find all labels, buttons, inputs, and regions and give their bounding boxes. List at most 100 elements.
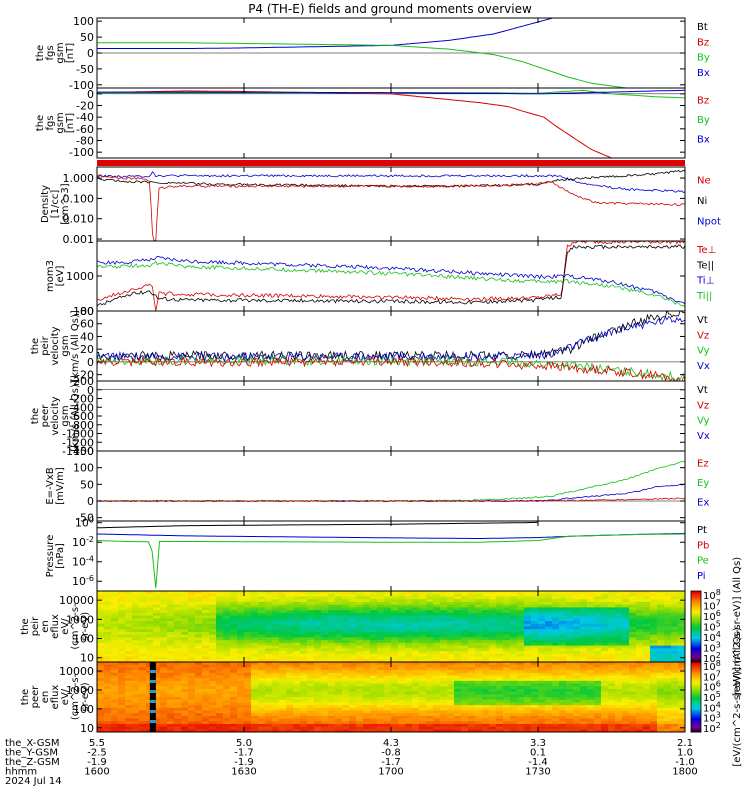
ylabel-vpeir: velocity [50,326,61,365]
legend-vpeer-Vx: Vx [697,431,710,442]
time-axis-value: 1600 [84,767,109,778]
ylabel-pressure: [nPa] [55,543,66,569]
legend-fgs2-Bz: Bz [697,96,709,107]
ylabel-peir_spec: (cm^2-s- [70,603,81,650]
ytick-label-efield: 100 [73,462,94,475]
ylabel-peir_spec: sr-eV) [80,612,91,641]
legend-vpeer-Vy: Vy [697,416,710,427]
ytick-label-vpeir: 0 [87,356,94,369]
ytick-label-vpeir: 80 [80,305,94,318]
status-bar [97,160,685,166]
ylabel-peir_spec: eV/ [60,618,71,635]
ylabel-ne: [1/cc] [50,190,61,219]
series-efield-Ex [97,483,685,503]
ylabel-temp: mom3 [45,260,56,292]
legend-fgs-Bt: Bt [697,22,708,33]
legend-vpeir-Vx: Vx [697,361,710,372]
legend-efield-Ez: Ez [697,459,709,470]
ytick-label-fgs2: 0 [87,88,94,101]
ytick-label-peer_spec: 100 [73,703,94,716]
ytick-label-fgs2: -60 [76,123,94,136]
ytick-label-efield: -50 [76,512,94,525]
series-fgs2-Bz [97,90,612,158]
ytick-label-temp: 1000 [66,270,94,283]
legend-vpeer-Vz: Vz [697,400,709,411]
ytick-label-vpeer: -800 [69,419,94,432]
panel-efield: 150 100 50 0 -50 E=-VxB [mV/m] Ez Ey Ex [45,445,709,525]
time-axis-value: -0.8 [381,748,401,759]
time-axis-value: 5.0 [236,738,252,749]
ytick-label-fgs2: -40 [76,111,94,124]
series-fgs-By [97,42,636,88]
time-axis-value: 4.3 [383,738,399,749]
ytick-label-vpeer: -1200 [62,436,94,449]
spectrogram-peir_spec [97,591,685,662]
time-axis-value: -1.7 [381,757,401,768]
colorbar-tick-peer_spec: 102 [703,721,721,735]
frame-ne [96,166,686,242]
ytick-label-pressure: 10-4 [72,555,94,569]
ytick-label-vpeer: 0 [87,384,94,397]
time-axis-value: -1.0 [675,757,695,768]
ylabel-vpeer: peer [40,404,51,428]
ytick-label-vpeir: -20 [76,369,94,382]
legend-fgs-Bz: Bz [697,37,709,48]
ylabel-vpeer: velocity [50,396,61,435]
ylabel-peir_spec: peir [30,616,41,636]
ylabel-efield: [mV/m] [55,467,66,505]
data-gap-column [149,662,156,732]
time-axis-value: 1730 [525,767,550,778]
ytick-label-efield: 0 [87,495,94,508]
legend-vpeir-Vz: Vz [697,330,709,341]
ytick-label-pressure: 100 [75,516,94,530]
ytick-label-ne: 1.000 [63,172,95,185]
legend-ne-Ne: Ne [697,175,711,186]
series-pressure-Pt [97,521,539,529]
ylabel-ne: [cm^-3] [60,183,71,224]
ylabel-peer_spec: en [40,691,51,704]
series-efield-Ez [97,497,685,503]
legend-pressure-Pt: Pt [697,525,707,536]
ylabel-peir_spec: eflux [50,614,61,639]
ylabel-fgs2: the [35,115,46,131]
series-temp-Ti⊥ [97,255,685,305]
ytick-label-ne: 0.010 [63,213,95,226]
legend-vpeir-Vt: Vt [697,315,708,326]
ylabel-peer_spec: peer [30,685,41,709]
ylabel-vpeir: peir [40,335,51,355]
legend-pressure-Pe: Pe [697,556,709,567]
ylabel-fgs: gsm [55,42,66,63]
ytick-label-vpeer: -1400 [62,445,94,458]
ytick-label-ne: 0.001 [63,233,95,246]
time-axis-value: 1700 [378,767,403,778]
time-axis-value: -1.9 [87,757,107,768]
legend-efield-Ex: Ex [697,497,709,508]
panel-ne: 1.000 0.100 0.010 0.001 Density [1/cc] [cm^-3]… [40,166,721,246]
series-ne-Ni [97,169,685,188]
ytick-label-fgs2: -80 [76,135,94,148]
ytick-label-fgs: 0 [87,47,94,60]
ytick-label-vpeer: -1000 [62,428,94,441]
series-temp-Ti|| [97,260,685,308]
legend-ne-Ni: Ni [697,196,707,207]
time-axis-value: 0.1 [530,748,546,759]
ytick-label-efield: 50 [80,478,94,491]
ytick-label-peir_spec: 1000 [66,613,94,626]
panel-fgs: 100 50 0 -50 -100 the fgs gsm [nT] Bt Bz By Bx [35,15,710,92]
time-axis-value: 2.1 [677,738,693,749]
legend-vpeer-Vt: Vt [697,385,708,396]
ylabel-peer_spec: (cm^2-s- [70,673,81,720]
ytick-label-vpeer: -600 [69,410,94,423]
legend-pressure-Pi: Pi [697,571,706,582]
ylabel-vpeer: [km/s (All Qs)] [70,380,81,452]
ytick-label-peir_spec: 10000 [59,594,94,607]
time-axis-value: -2.5 [87,748,107,759]
legend-temp-Ti⊥: Ti⊥ [696,276,714,287]
legend-vpeir-Vy: Vy [697,346,710,357]
